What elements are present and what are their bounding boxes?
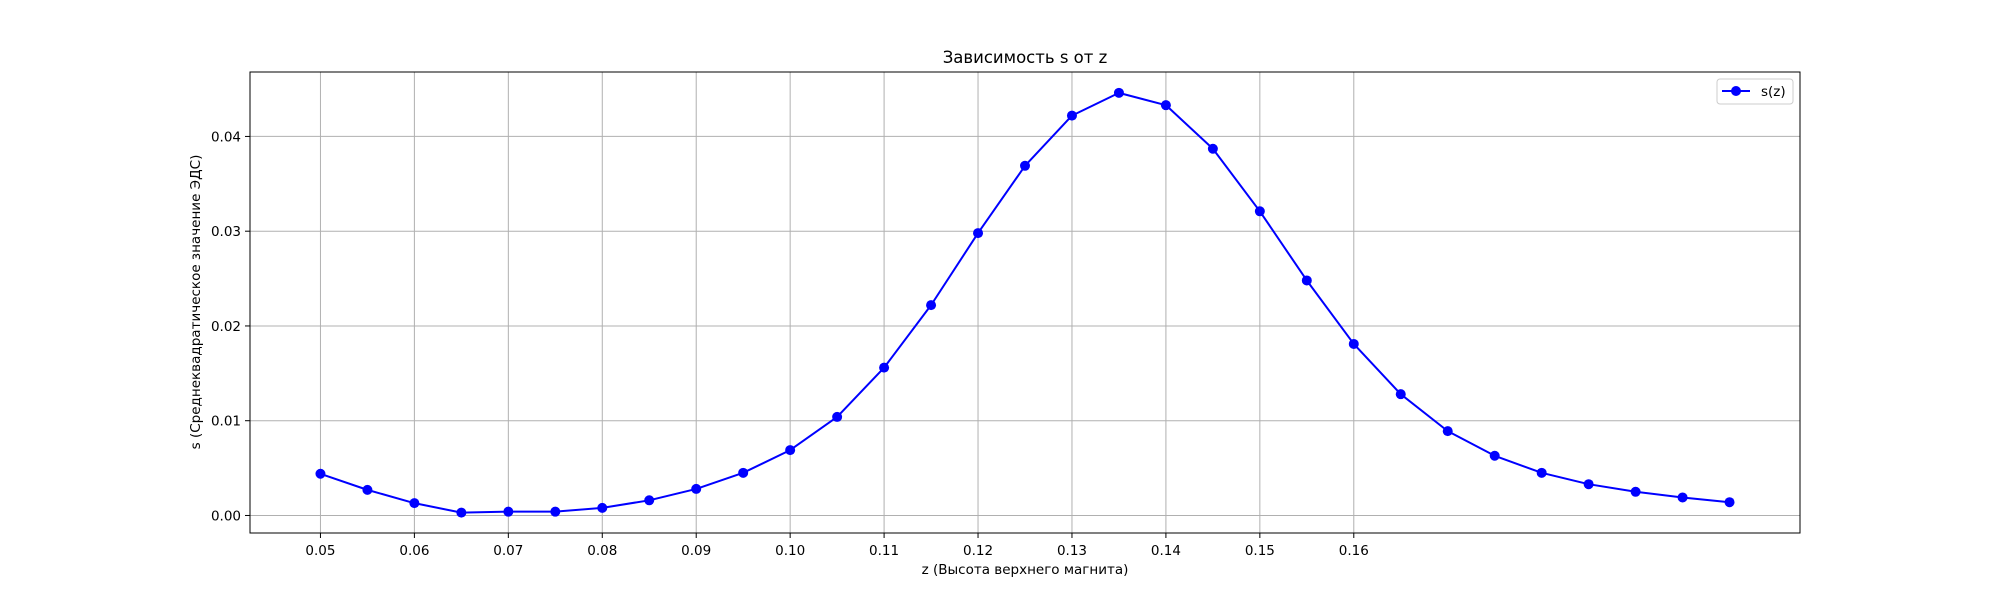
data-point bbox=[409, 498, 420, 509]
x-tick-label: 0.07 bbox=[493, 543, 523, 559]
data-point bbox=[644, 495, 655, 506]
data-point bbox=[1020, 160, 1030, 171]
y-tick-label: 0.03 bbox=[211, 224, 241, 240]
data-point bbox=[1066, 110, 1077, 121]
data-point bbox=[1677, 492, 1688, 503]
x-tick-label: 0.16 bbox=[1339, 543, 1369, 559]
data-point bbox=[1395, 389, 1406, 400]
x-tick-label: 0.13 bbox=[1057, 543, 1087, 559]
x-tick-label: 0.05 bbox=[305, 543, 335, 559]
data-point bbox=[362, 484, 373, 495]
data-point bbox=[1113, 87, 1124, 98]
data-point bbox=[738, 467, 749, 478]
x-tick-label: 0.06 bbox=[399, 543, 429, 559]
data-point bbox=[1160, 100, 1171, 111]
y-tick-label: 0.00 bbox=[211, 508, 241, 524]
data-point bbox=[1301, 275, 1312, 286]
data-point bbox=[597, 502, 608, 513]
plot-area bbox=[250, 72, 1800, 533]
data-point bbox=[1489, 450, 1500, 461]
y-axis-title: s (Среднеквадратическое значение ЭДС) bbox=[188, 155, 204, 450]
x-tick-label: 0.11 bbox=[869, 543, 899, 559]
legend: s(z) bbox=[1716, 78, 1794, 105]
data-point bbox=[832, 411, 843, 422]
data-point bbox=[785, 445, 796, 456]
x-tick-label: 0.09 bbox=[681, 543, 711, 559]
data-point bbox=[503, 506, 514, 517]
y-tick-label: 0.02 bbox=[211, 319, 241, 335]
plot-frame bbox=[249, 71, 1801, 534]
grid-lines bbox=[250, 72, 1800, 533]
x-tick-label: 0.14 bbox=[1151, 543, 1181, 559]
x-tick-label: 0.08 bbox=[587, 543, 617, 559]
y-tick-label: 0.01 bbox=[211, 414, 241, 430]
data-point bbox=[691, 483, 702, 494]
data-point bbox=[1583, 479, 1594, 490]
data-point bbox=[1630, 486, 1641, 497]
data-point bbox=[1207, 143, 1218, 154]
data-point bbox=[550, 506, 561, 517]
x-axis-ticks: 0.05 0.06 0.07 0.08 0.09 0.10 0.11 0.12 0.13 0.14… bbox=[305, 533, 1369, 559]
legend-box bbox=[1716, 78, 1794, 105]
legend-marker-sample bbox=[1731, 86, 1741, 96]
series-layer bbox=[315, 87, 1735, 518]
chart-title: Зависимость s от z bbox=[943, 48, 1108, 67]
data-point bbox=[1254, 206, 1265, 217]
y-axis-ticks: 0.00 0.01 0.02 0.03 0.04 bbox=[211, 129, 250, 524]
x-axis-title: z (Высота верхнего магнита) bbox=[922, 562, 1129, 578]
data-point bbox=[926, 300, 937, 311]
data-point bbox=[1442, 426, 1453, 437]
data-point bbox=[879, 362, 890, 373]
x-tick-label: 0.12 bbox=[963, 543, 993, 559]
data-point bbox=[1536, 467, 1547, 478]
x-tick-label: 0.10 bbox=[775, 543, 805, 559]
data-point bbox=[973, 228, 984, 239]
y-tick-label: 0.04 bbox=[211, 129, 241, 145]
x-tick-label: 0.15 bbox=[1245, 543, 1275, 559]
data-point bbox=[456, 507, 467, 518]
legend-label: s(z) bbox=[1761, 84, 1786, 100]
data-point bbox=[1724, 497, 1735, 508]
data-point bbox=[1348, 338, 1359, 349]
data-point bbox=[315, 468, 326, 479]
